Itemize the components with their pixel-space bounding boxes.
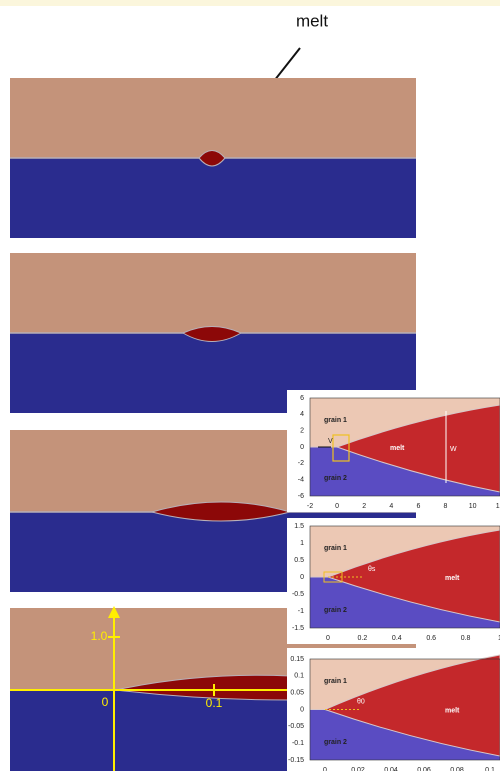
y-tick-label: 0	[300, 444, 304, 451]
x-tick-label: 4	[389, 503, 393, 510]
panel	[10, 78, 416, 238]
x-tick-label: 0	[323, 767, 327, 771]
x-tick-label: 0.2	[358, 635, 368, 642]
width-label: W	[450, 446, 457, 453]
x-tick-label: 6	[416, 503, 420, 510]
x-tick-label: 10	[469, 503, 477, 510]
x-tick-label: 0.08	[450, 767, 464, 771]
figure: melt 1.0 0 0.1 6420-2-4-6-2024681012grai…	[0, 0, 500, 771]
angle-label: θs	[368, 566, 376, 573]
x-tick-label: 8	[444, 503, 448, 510]
y-tick-label: -1	[298, 608, 304, 615]
y-tick-label: -2	[298, 460, 304, 467]
y-tick-label: 4	[300, 411, 304, 418]
angle-label: θ0	[357, 698, 365, 705]
y-tick-label: -0.1	[292, 740, 304, 747]
top-strip	[0, 0, 500, 6]
y-tick-label: 0.1	[294, 673, 304, 680]
y-tick-label: 0	[300, 706, 304, 713]
grain-bottom-label: grain 2	[324, 475, 347, 482]
y-tick-label: 0.5	[294, 557, 304, 564]
grain-top-label: grain 1	[324, 417, 347, 424]
melt-label: melt	[390, 445, 405, 452]
overlay-x-label: 0.1	[206, 696, 223, 710]
x-tick-label: -2	[307, 503, 313, 510]
overlay-y-label: 1.0	[91, 629, 108, 643]
inset: 0.15 0.1 0.05 0 -0.05 -0.1 -0.15 0 0.02 0.04 0.06 0…	[287, 648, 500, 771]
x-tick-label: 0.04	[384, 767, 398, 771]
y-tick-label: 1	[300, 540, 304, 547]
y-tick-label: -4	[298, 477, 304, 484]
overlay-origin: 0	[102, 695, 109, 709]
inset: 1.510.50-0.5-1-1.500.20.40.60.81grain 1g…	[287, 518, 500, 644]
y-tick-label: 1.5	[294, 523, 304, 530]
velocity-label: V	[328, 438, 333, 445]
grain-bottom-label: grain 2	[324, 607, 347, 614]
grain-top-label: grain 1	[324, 545, 347, 552]
melt-label: melt	[445, 707, 460, 714]
melt-label: melt	[445, 575, 460, 582]
grain-top-label: grain 1	[324, 678, 347, 685]
x-tick-label: 0.8	[461, 635, 471, 642]
x-tick-label: 0.02	[351, 767, 365, 771]
y-tick-label: 0.15	[290, 656, 304, 663]
x-tick-label: 12	[496, 503, 500, 510]
melt-annotation: melt	[296, 11, 328, 30]
y-tick-label: 0.05	[290, 690, 304, 697]
y-tick-label: 6	[300, 395, 304, 402]
x-tick-label: 2	[362, 503, 366, 510]
page: melt 1.0 0 0.1 6420-2-4-6-2024681012grai…	[0, 0, 500, 771]
x-tick-label: 0.6	[426, 635, 436, 642]
x-tick-label: 0.06	[417, 767, 431, 771]
y-tick-label: -0.05	[288, 723, 304, 730]
panel	[10, 253, 416, 413]
y-tick-label: -1.5	[292, 625, 304, 632]
x-tick-label: 0.1	[485, 767, 495, 771]
y-tick-label: 0	[300, 574, 304, 581]
x-tick-label: 0	[335, 503, 339, 510]
y-tick-label: -6	[298, 493, 304, 500]
y-tick-label: -0.5	[292, 591, 304, 598]
x-tick-label: 0.4	[392, 635, 402, 642]
y-tick-label: 2	[300, 428, 304, 435]
x-tick-label: 0	[326, 635, 330, 642]
y-tick-label: -0.15	[288, 757, 304, 764]
grain-bottom-label: grain 2	[324, 739, 347, 746]
